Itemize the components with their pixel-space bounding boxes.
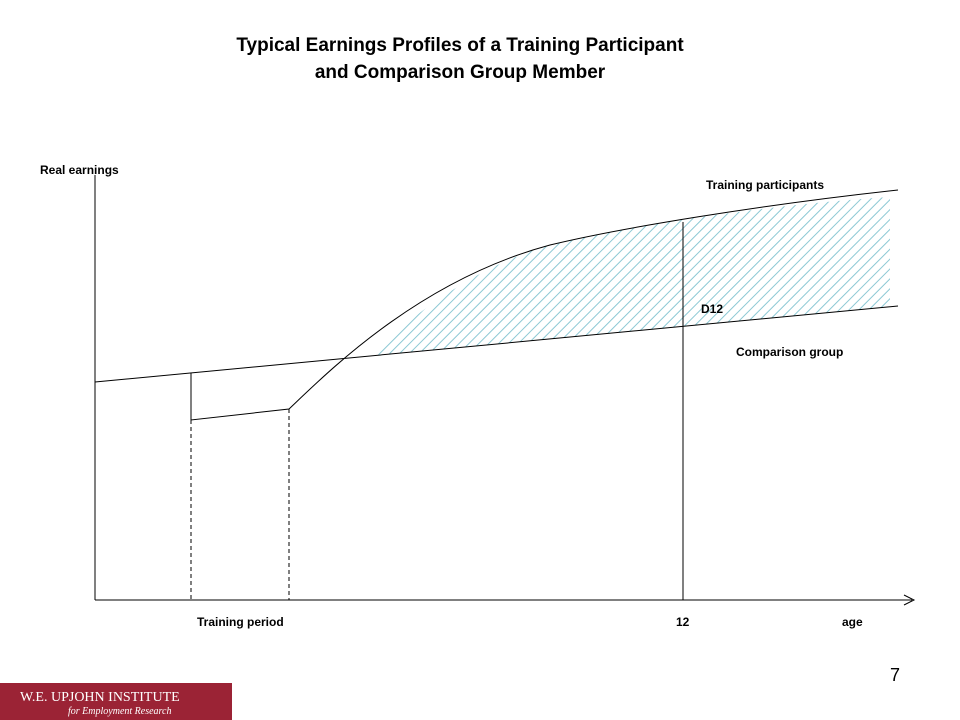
earnings-gain-area (375, 197, 890, 355)
x-axis-label: age (842, 615, 863, 629)
training-period-label: Training period (197, 615, 284, 629)
page-number: 7 (890, 665, 900, 685)
training-label: Training participants (706, 178, 824, 192)
title-line: Typical Earnings Profiles of a Training … (236, 35, 684, 56)
training-line (190, 189, 899, 421)
logo-main: W.E. UPJOHN INSTITUTE (20, 690, 180, 705)
comparison-line (94, 305, 899, 383)
logo-sub: for Employment Research (68, 706, 172, 717)
age-point-label: 12 (676, 615, 690, 629)
title-line: and Comparison Group Member (315, 62, 606, 83)
logo-box (0, 683, 232, 720)
difference-label: D12 (701, 302, 723, 316)
comparison-label: Comparison group (736, 345, 843, 359)
x-axis-arrow (903, 594, 916, 606)
y-axis-label: Real earnings (40, 163, 119, 177)
